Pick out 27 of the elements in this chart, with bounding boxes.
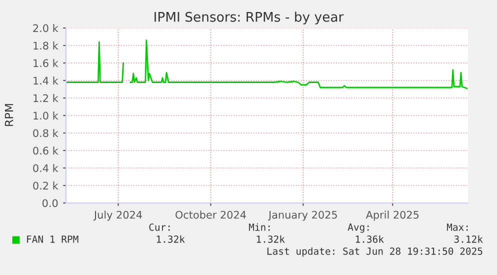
chart-title: IPMI Sensors: RPMs - by year — [154, 12, 344, 24]
x-tick-label: January 2025 — [268, 210, 337, 221]
text: 1.36k — [356, 235, 384, 243]
y-tick-label: 1.2 k — [34, 94, 58, 102]
y-tick-label: 1.4 k — [34, 76, 58, 84]
text: Cur: — [149, 223, 170, 231]
text: Avg: — [348, 224, 369, 233]
y-tick-label: 0.8 k — [33, 129, 58, 138]
y-tick-label: 0.4 k — [33, 164, 58, 172]
y-tick-label: 2.0 k — [33, 24, 58, 32]
y-tick-label: 0.0 — [42, 199, 58, 208]
text: 1.32k — [256, 235, 285, 243]
text: 1.32k — [156, 235, 185, 243]
text: Last update: Sat Jun 28 19:31:50 2025 — [267, 247, 482, 257]
x-tick-label: April 2025 — [366, 210, 419, 221]
y-tick-label: 1.8 k — [34, 42, 58, 50]
y-tick-label: 0.6 k — [33, 146, 58, 155]
y-tick-label: 1.0 k — [34, 112, 58, 120]
text: 3.12k — [454, 235, 483, 243]
legend-label: FAN 1 RPM — [27, 236, 78, 243]
x-tick-label: October 2024 — [176, 210, 246, 219]
y-axis-title: RPM — [4, 104, 14, 126]
text: Min: — [248, 223, 270, 231]
text: Max: — [446, 224, 468, 231]
y-tick-label: 1.6 k — [34, 59, 58, 68]
y-tick-label: 0.2 k — [33, 182, 58, 190]
x-tick-label: July 2024 — [93, 210, 142, 221]
